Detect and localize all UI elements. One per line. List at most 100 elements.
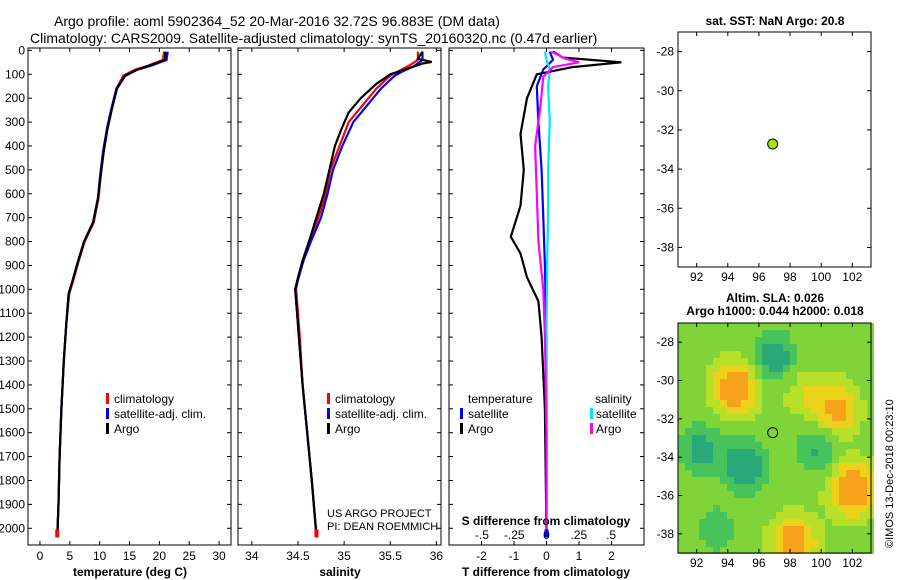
heat-cell: [804, 400, 811, 407]
heat-cell: [825, 533, 832, 540]
heat-cell: [811, 449, 818, 456]
heat-cell: [811, 442, 818, 449]
heat-cell: [748, 428, 755, 435]
legend-label-s-argo: Argo: [596, 422, 622, 436]
heat-cell: [797, 428, 804, 435]
heat-cell: [755, 505, 762, 512]
heat-cell: [818, 456, 825, 463]
heat-cell: [734, 477, 741, 484]
heat-cell: [755, 484, 762, 491]
heat-cell: [734, 407, 741, 414]
heat-cell: [685, 337, 692, 344]
heat-cell: [839, 323, 846, 330]
heat-cell: [846, 449, 853, 456]
heat-cell: [692, 540, 699, 547]
heat-cell: [846, 386, 853, 393]
heat-cell: [839, 379, 846, 386]
heat-cell: [860, 400, 867, 407]
heat-cell: [804, 456, 811, 463]
heat-cell: [811, 372, 818, 379]
heat-cell: [720, 526, 727, 533]
heat-cell: [790, 477, 797, 484]
heat-cell: [699, 505, 706, 512]
heat-cell: [776, 379, 783, 386]
heat-cell: [720, 533, 727, 540]
heat-cell: [762, 547, 769, 554]
heat-cell: [818, 519, 825, 526]
heat-cell: [741, 393, 748, 400]
heat-cell: [678, 337, 685, 344]
heat-cell: [783, 470, 790, 477]
heat-cell: [839, 547, 846, 554]
heat-cell: [713, 379, 720, 386]
heat-cell: [832, 386, 839, 393]
heat-cell: [692, 421, 699, 428]
sla-map-frame: [677, 322, 872, 554]
map-x-tick-label: 100: [811, 270, 831, 284]
heat-cell: [741, 379, 748, 386]
series-line-t-argo: [509, 50, 622, 536]
heat-cell: [832, 463, 839, 470]
heat-cell: [769, 351, 776, 358]
heat-cell: [699, 533, 706, 540]
heat-cell: [783, 379, 790, 386]
heat-cell: [692, 435, 699, 442]
legend-swatch-s-satellite: [590, 408, 593, 419]
heat-cell: [755, 463, 762, 470]
heat-cell: [699, 414, 706, 421]
heat-cell: [804, 463, 811, 470]
heat-cell: [727, 470, 734, 477]
heat-cell: [776, 372, 783, 379]
heat-cell: [776, 477, 783, 484]
heat-cell: [699, 547, 706, 554]
heat-cell: [832, 372, 839, 379]
heat-cell: [755, 428, 762, 435]
heat-cell: [790, 386, 797, 393]
difference-legend: temperature salinity satellite Argo sate…: [460, 392, 637, 436]
heat-cell: [860, 526, 867, 533]
heat-cell: [755, 491, 762, 498]
heat-cell: [706, 414, 713, 421]
heat-cell: [755, 533, 762, 540]
heat-cell: [748, 400, 755, 407]
heat-cell: [734, 365, 741, 372]
heat-cell: [685, 393, 692, 400]
heat-cell: [762, 393, 769, 400]
x-tick-label: 34: [245, 549, 259, 563]
heat-cell: [860, 323, 867, 330]
legend-label-climatology: climatology: [114, 392, 174, 406]
map-x-tick-label: 92: [690, 556, 704, 570]
heat-cell: [769, 463, 776, 470]
heat-cell: [783, 456, 790, 463]
heat-cell: [741, 477, 748, 484]
legend-swatch-satellite: [106, 408, 109, 419]
heat-cell: [853, 344, 860, 351]
heat-cell: [846, 498, 853, 505]
heat-cell: [818, 400, 825, 407]
heat-cell: [741, 386, 748, 393]
heat-cell: [699, 400, 706, 407]
heat-cell: [713, 498, 720, 505]
heat-cell: [755, 477, 762, 484]
heat-cell: [692, 351, 699, 358]
heat-cell: [839, 449, 846, 456]
heat-cell: [846, 330, 853, 337]
heat-cell: [797, 400, 804, 407]
heat-cell: [797, 386, 804, 393]
heat-cell: [762, 435, 769, 442]
heat-cell: [818, 463, 825, 470]
heat-cell: [699, 358, 706, 365]
heat-cell: [797, 351, 804, 358]
heat-cell: [797, 435, 804, 442]
heat-cell: [755, 456, 762, 463]
heat-cell: [706, 400, 713, 407]
y-tick-label: 700: [5, 211, 25, 225]
heat-cell: [839, 386, 846, 393]
heat-cell: [860, 498, 867, 505]
heat-cell: [811, 351, 818, 358]
header-line2: Climatology: CARS2009. Satellite-adjuste…: [30, 30, 597, 46]
heat-cell: [685, 351, 692, 358]
heat-cell: [832, 344, 839, 351]
heat-cell: [685, 498, 692, 505]
heat-cell: [839, 484, 846, 491]
